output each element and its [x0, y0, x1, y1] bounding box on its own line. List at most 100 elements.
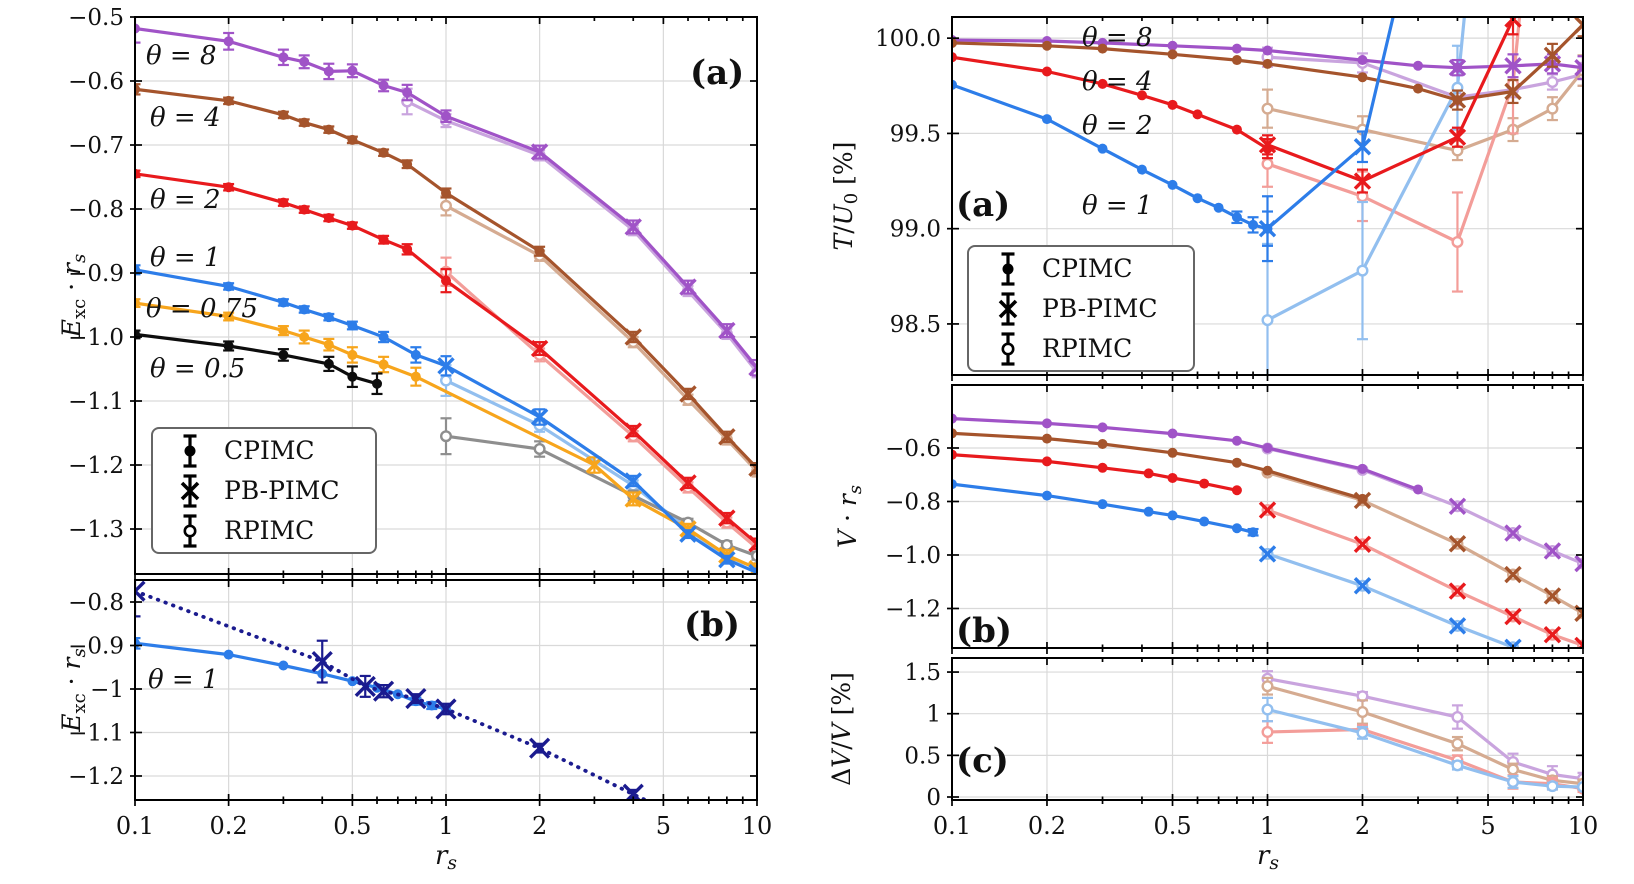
theta-annotation: θ = 2 — [150, 185, 221, 215]
ytick-label: −1.2 — [68, 453, 124, 479]
panel-right-c: 0 0.5 1 1.5 0.1 0.2 0.5 1 2 5 10 rs ΔV/V [%] (c) — [827, 657, 1599, 874]
series-RPIMC-θ=8-V — [1261, 442, 1582, 570]
legend: CPIMC PB-PIMC RPIMC — [151, 427, 377, 554]
theta-annotation: θ = 1 — [148, 665, 219, 695]
xtick-label: 2 — [532, 812, 547, 840]
series-PB-PIMC-θ=4-T — [1448, 18, 1582, 111]
series-ΔV/V-θ=8 — [1261, 670, 1582, 786]
legend-label: CPIMC — [224, 436, 315, 465]
panel-letter: (a) — [690, 53, 744, 93]
ytick-label: −1.0 — [68, 325, 124, 351]
series-PB-PIMC-θ=2-V — [1258, 501, 1582, 647]
xtick-label: 10 — [742, 812, 773, 840]
panel-right-a: 100.0 99.5 99.0 98.5 T/U0 [%] θ = 8 θ = 4 θ = 2… — [829, 16, 1584, 381]
series-ΔV/V-θ=1 — [1261, 696, 1582, 793]
theta-annotation: θ = 4 — [1082, 67, 1153, 97]
ytick-label: 99.5 — [890, 121, 941, 147]
y-axis-label: Exc · rs — [57, 648, 90, 733]
series-RPIMC-θ=4-V — [1261, 466, 1582, 620]
xtick-label: 1 — [1260, 812, 1275, 840]
xtick-label: 2 — [1355, 812, 1370, 840]
ytick-label: −1.3 — [68, 517, 124, 543]
xtick-label: 0.5 — [1153, 812, 1191, 840]
panel-letter: (a) — [956, 185, 1010, 225]
legend: CPIMC PB-PIMC RPIMC — [967, 245, 1195, 372]
y-axis-label: ΔV/V [%] — [827, 672, 856, 786]
ytick-label: 0.5 — [904, 743, 941, 769]
panel-right-b: −0.6 −0.8 −1.0 −1.2 V · rs (b) — [833, 384, 1584, 654]
theta-annotation: θ = 4 — [150, 103, 221, 133]
series-RPIMC-θ=2 — [440, 256, 756, 555]
panel-letter: (b) — [684, 605, 740, 645]
series-RPIMC-θ=0.5 — [440, 417, 756, 562]
theta-annotation: θ = 2 — [1082, 111, 1153, 141]
legend-box — [151, 427, 377, 554]
series-RPIMC-θ=1 — [440, 364, 756, 573]
ytick-label: −0.6 — [68, 69, 124, 95]
theta-annotation: θ = 8 — [146, 41, 217, 71]
legend-dot-icon — [1002, 263, 1014, 275]
x-axis-label: rs — [435, 841, 457, 874]
ytick-label: −0.8 — [885, 489, 941, 515]
ytick-label: 0 — [926, 785, 941, 811]
y-axis-label: V · rs — [833, 485, 866, 548]
series-CPIMC-θ=2 — [136, 168, 452, 294]
series-CPIMC-θ=8-V — [953, 413, 1424, 495]
ytick-label: −0.5 — [68, 5, 124, 31]
theta-annotation: θ = 8 — [1082, 23, 1153, 53]
series-CPIMC-θ=2-V — [953, 449, 1242, 496]
series-CPIMC-θ=0.5 — [136, 329, 383, 396]
ytick-label: −0.8 — [68, 197, 124, 223]
ytick-label: −0.8 — [68, 590, 124, 616]
series-PB-PIMC-θ=4-V — [1353, 491, 1582, 623]
xtick-label: 0.2 — [1028, 812, 1066, 840]
panel-left-b: −0.8 −0.9 −1 −1.1 −1.2 0.1 0.2 0.5 1 2 5 10 rs Exc · … — [57, 579, 773, 874]
series-RPIMC-θ=4 — [440, 195, 756, 478]
ytick-label: −0.9 — [68, 634, 124, 660]
x-axis-label: rs — [1257, 841, 1279, 874]
xtick-label: 1 — [438, 812, 453, 840]
legend-label: RPIMC — [224, 516, 314, 545]
ytick-label: −0.7 — [68, 133, 124, 159]
ytick-label: −1.2 — [885, 596, 941, 622]
series-RPIMC-θ=8 — [401, 87, 756, 379]
series-RPIMC-θ=1-V — [1261, 547, 1519, 647]
ytick-label: −1.0 — [885, 543, 941, 569]
series-PB-PIMC-θ=1-T — [1258, 18, 1395, 263]
y-axis-label: T/U0 [%] — [829, 142, 862, 251]
ytick-label: −0.6 — [885, 436, 941, 462]
series-CPIMC-θ=4 — [136, 83, 546, 257]
ytick-label: −1.1 — [68, 720, 124, 746]
series-CPIMC-θ=0.75 — [136, 298, 422, 387]
series-CPIMC-θ=1-T — [953, 79, 1273, 247]
legend-label: PB-PIMC — [1042, 294, 1158, 323]
series-CPIMC-θ=4-V — [953, 428, 1368, 504]
ytick-label: 1.5 — [904, 660, 941, 686]
theta-annotation: θ = 0.75 — [146, 294, 258, 324]
ytick-label: −0.9 — [68, 261, 124, 287]
series-PB-PIMC-θ=8-V — [1448, 497, 1582, 573]
ytick-label: −1 — [90, 677, 124, 703]
series-PB-PIMC-θ=2 — [445, 279, 756, 553]
xtick-label: 10 — [1568, 812, 1599, 840]
series-PB-PIMC-θ=8-T — [1448, 53, 1582, 81]
theta-annotation: θ = 1 — [1082, 191, 1153, 221]
ytick-label: −1.2 — [68, 764, 124, 790]
legend-dot-icon — [184, 445, 196, 457]
xtick-label: 5 — [1480, 812, 1495, 840]
series-PB-PIMC-θ=1-(b) — [136, 581, 648, 799]
legend-open-circle-icon — [183, 524, 197, 538]
panel-left-a: −0.5 −0.6 −0.7 −0.8 −0.9 −1.0 −1.1 −1.2 −1.3 Exc … — [57, 5, 758, 580]
series-PB-PIMC-θ=8 — [445, 114, 756, 377]
theta-annotation: θ = 1 — [150, 243, 221, 273]
legend-label: RPIMC — [1042, 334, 1132, 363]
ytick-label: 98.5 — [890, 312, 941, 338]
legend-box — [967, 245, 1195, 372]
ytick-label: 1 — [926, 702, 941, 728]
series-CPIMC-θ=1-V — [953, 479, 1259, 538]
series-CPIMC-θ=8 — [136, 18, 452, 124]
series-CPIMC-θ=2-T — [953, 52, 1273, 160]
series-RPIMC-θ=2-T — [1261, 18, 1522, 293]
